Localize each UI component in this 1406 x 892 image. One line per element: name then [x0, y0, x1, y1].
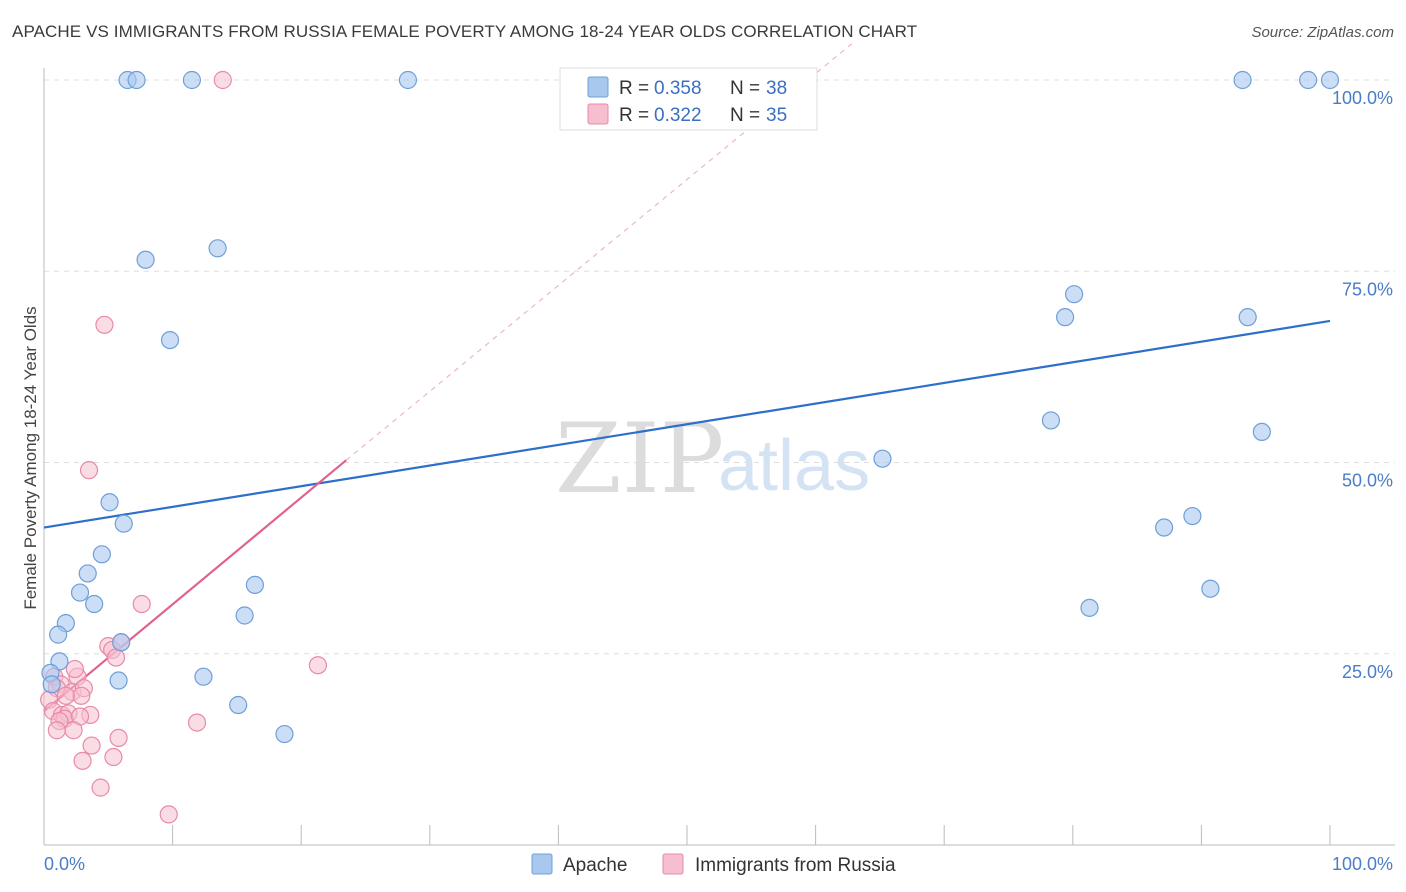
- bottom-legend-apache: Apache: [563, 855, 627, 876]
- point-apache-17: [114, 514, 133, 533]
- point-russia-8: [308, 656, 328, 675]
- point-apache-12: [1238, 308, 1257, 327]
- point-apache-26: [1201, 579, 1220, 598]
- point-russia-29: [109, 728, 128, 748]
- y-tick-label-1: 50.0%: [1342, 471, 1393, 491]
- point-apache-36: [275, 724, 294, 744]
- chart-title: APACHE VS IMMIGRANTS FROM RUSSIA FEMALE …: [12, 22, 918, 41]
- point-apache-10: [1064, 285, 1084, 304]
- point-apache-7: [136, 250, 155, 269]
- point-russia-33: [91, 778, 110, 797]
- y-tick-label-3: 100.0%: [1332, 88, 1393, 108]
- legend-russia-r-value: 0.322: [654, 105, 702, 126]
- point-apache-14: [1252, 422, 1271, 441]
- point-apache-8: [208, 239, 227, 258]
- point-apache-19: [1183, 506, 1202, 526]
- legend-russia-n-value: 35: [766, 105, 787, 126]
- point-apache-13: [1041, 411, 1061, 430]
- point-apache-2: [182, 70, 201, 90]
- point-apache-24: [245, 575, 265, 595]
- chart-source: Source: ZipAtlas.com: [1251, 24, 1394, 41]
- point-russia-32: [73, 751, 92, 770]
- point-russia-2: [79, 461, 99, 480]
- point-apache-21: [78, 564, 97, 583]
- watermark: ZIP atlas: [555, 403, 870, 515]
- trend-line-apache: [43, 319, 1331, 529]
- point-apache-32: [112, 633, 131, 652]
- point-russia-30: [82, 736, 101, 755]
- point-apache-23: [85, 594, 104, 614]
- points-layer: [40, 70, 1340, 824]
- trend-line-russia: [43, 459, 347, 712]
- point-russia-1: [95, 315, 114, 334]
- legend-swatch-russia: [587, 103, 609, 125]
- legend-russia-r-label: R =: [619, 105, 649, 126]
- watermark-zip: ZIP: [555, 403, 724, 515]
- x-tick-label-0: 0.0%: [44, 854, 85, 874]
- point-russia-18: [56, 686, 75, 705]
- y-axis-label: Female Poverty Among 18-24 Year Olds: [21, 306, 40, 609]
- point-russia-3: [132, 594, 151, 614]
- point-apache-20: [92, 545, 111, 564]
- legend-apache-n-value: 38: [766, 78, 787, 99]
- point-russia-26: [47, 721, 66, 740]
- legend-apache-r-value: 0.358: [654, 78, 702, 99]
- bottom-legend: Apache Immigrants from Russia: [531, 853, 896, 876]
- point-apache-34: [194, 667, 213, 686]
- point-russia-0: [213, 70, 232, 90]
- point-apache-16: [100, 493, 119, 512]
- ticks-layer: 25.0% 50.0% 75.0% 100.0% 0.0% 100.0%: [44, 88, 1393, 874]
- point-russia-34: [159, 805, 178, 824]
- legend-swatch-apache: [587, 76, 609, 98]
- y-tick-label-2: 75.0%: [1342, 279, 1393, 299]
- point-apache-1: [127, 70, 146, 90]
- bottom-legend-russia: Immigrants from Russia: [695, 855, 896, 876]
- point-apache-11: [1055, 308, 1075, 327]
- point-russia-27: [64, 721, 83, 740]
- point-apache-9: [160, 331, 180, 350]
- point-apache-28: [49, 625, 68, 644]
- point-apache-29: [235, 606, 254, 625]
- point-apache-15: [873, 449, 892, 468]
- legend-apache-n-label: N =: [730, 78, 760, 99]
- point-apache-25: [1080, 598, 1099, 617]
- point-apache-35: [229, 695, 248, 715]
- legend-apache-r-label: R =: [619, 78, 649, 99]
- grid-layer: [44, 79, 1395, 655]
- point-russia-31: [104, 747, 123, 767]
- top-legend: R = 0.358 N = 38 R = 0.322 N = 35: [559, 67, 818, 131]
- axes-layer: [43, 68, 1395, 846]
- point-apache-6: [1320, 70, 1340, 90]
- point-russia-16: [72, 686, 91, 705]
- point-apache-3: [398, 70, 418, 90]
- point-apache-18: [1155, 518, 1174, 537]
- bottom-legend-swatch-apache: [531, 853, 553, 875]
- trend-layer: [43, 41, 1331, 712]
- point-apache-37: [42, 675, 61, 694]
- point-russia-10: [65, 659, 84, 679]
- point-apache-22: [70, 583, 90, 602]
- bottom-legend-swatch-russia: [662, 853, 684, 875]
- point-apache-4: [1233, 70, 1252, 90]
- watermark-atlas: atlas: [718, 426, 870, 506]
- point-russia-7: [106, 648, 126, 667]
- point-russia-28: [187, 713, 207, 732]
- point-apache-5: [1299, 70, 1318, 90]
- y-tick-label-0: 25.0%: [1342, 662, 1393, 682]
- point-apache-33: [109, 671, 128, 690]
- x-tick-label-1: 100.0%: [1332, 854, 1393, 874]
- legend-russia-n-label: N =: [730, 105, 760, 126]
